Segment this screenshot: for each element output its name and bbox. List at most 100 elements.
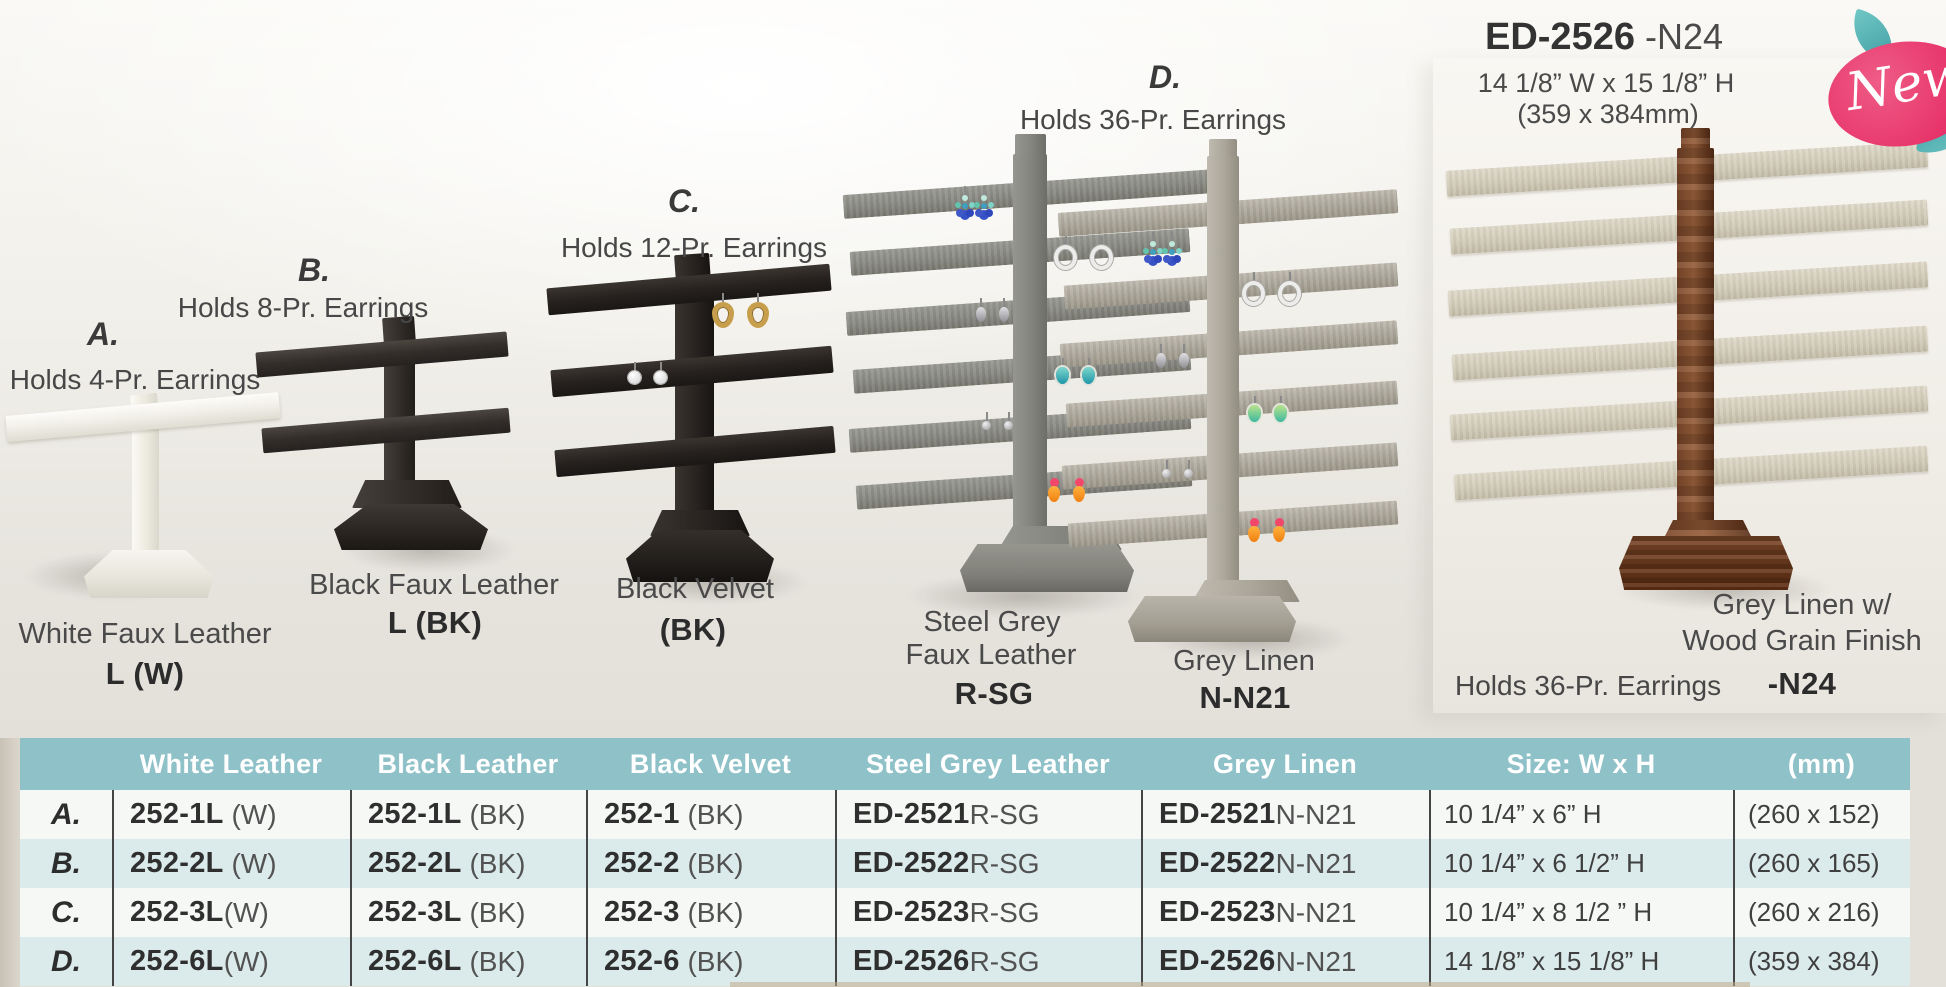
stand-c-post <box>675 278 714 523</box>
item-d-letter: D. <box>1149 59 1181 95</box>
stand-d-post <box>1013 154 1047 546</box>
header-mm: (mm) <box>1787 748 1856 779</box>
cell-size: 10 1/4” x 6” H <box>1429 790 1733 839</box>
earring <box>1156 344 1166 368</box>
earring <box>981 186 987 221</box>
earring-pair-teal-chandelier <box>962 186 987 221</box>
stand-linen-base <box>1128 596 1296 642</box>
earring <box>1273 518 1285 542</box>
new-badge: New <box>1818 8 1946 161</box>
table-row-d: D. 252-6L (W) 252-6L (BK) 252-6 (BK) ED-2… <box>20 937 1910 986</box>
header-blank <box>20 738 112 790</box>
table-row-a: A. 252-1L (W) 252-1L (BK) 252-1 (BK) ED-… <box>20 790 1910 839</box>
earring-pair-orange-drops <box>1248 518 1285 542</box>
earring <box>1073 478 1085 502</box>
product-table: White Leather Black Leather Black Velvet… <box>20 738 1910 986</box>
stand-a-post <box>132 418 159 568</box>
hero-product-variant: -N24 <box>1634 16 1724 57</box>
earring-pair-teal-drops <box>1056 358 1095 384</box>
earring <box>1169 232 1175 267</box>
header-black-leather: Black Leather <box>377 748 559 779</box>
caption-n24-code: -N24 <box>1767 666 1837 701</box>
stand-b-base <box>334 504 488 550</box>
cell-black-velvet: 252-2 (BK) <box>586 839 835 888</box>
header-white-leather: White Leather <box>139 748 323 779</box>
page-bottom-edge <box>730 982 1750 987</box>
earring <box>712 293 734 328</box>
cell-steel-grey: ED-2526 R-SG <box>835 937 1141 986</box>
item-a-capacity: Holds 4-Pr. Earrings <box>9 364 261 395</box>
caption-n24-name-1: Grey Linen w/ <box>1712 589 1892 621</box>
cell-black-velvet: 252-3 (BK) <box>586 888 835 937</box>
item-c-letter: C. <box>668 183 700 219</box>
caption-n24-capacity: Holds 36-Pr. Earrings <box>1455 670 1722 701</box>
earring <box>976 298 986 322</box>
cell-white-leather: 252-1L (W) <box>112 790 350 839</box>
caption-steel-code: R-SG <box>954 676 1034 711</box>
stand-n24-post <box>1677 148 1714 530</box>
cell-mm: (260 x 165) <box>1733 839 1910 888</box>
cell-black-leather: 252-3L (BK) <box>350 888 586 937</box>
header-steel-grey-leather: Steel Grey Leather <box>865 748 1110 779</box>
cell-mm: (260 x 216) <box>1733 888 1910 937</box>
cell-black-leather: 252-1L (BK) <box>350 790 586 839</box>
stand-linen-post-top <box>1209 139 1237 161</box>
header-black-velvet: Black Velvet <box>629 748 792 779</box>
cell-white-leather: 252-3L (W) <box>112 888 350 937</box>
cell-black-velvet: 252-1 (BK) <box>586 790 835 839</box>
hero-product-code: ED-2526 <box>1484 16 1635 58</box>
cell-black-leather: 252-6L (BK) <box>350 937 586 986</box>
caption-black-name: Black Faux Leather <box>309 569 559 601</box>
row-letter: C. <box>51 895 81 929</box>
earring <box>999 298 1009 322</box>
item-d-capacity: Holds 36-Pr. Earrings <box>1019 104 1287 135</box>
stand-n24-base <box>1619 536 1793 590</box>
earring-pair-teal-chandelier <box>1150 232 1175 267</box>
earring <box>1248 396 1261 422</box>
caption-velvet-name: Black Velvet <box>616 573 774 605</box>
earring <box>1278 272 1301 306</box>
cell-size: 14 1/8” x 15 1/8” H <box>1429 937 1733 986</box>
stand-a-base <box>84 550 214 598</box>
table-row-b: B. 252-2L (W) 252-2L (BK) 252-2 (BK) ED-… <box>20 839 1910 888</box>
earring-pair-crystal-studs <box>628 362 667 384</box>
cell-mm: (359 x 384) <box>1733 937 1910 986</box>
earring-pair-silver-drops <box>1156 344 1189 368</box>
cell-grey-linen: ED-2523 N-N21 <box>1141 888 1429 937</box>
row-letter: A. <box>51 797 81 831</box>
earring <box>1242 272 1265 306</box>
earring <box>1274 396 1287 422</box>
stand-linen-post <box>1207 156 1239 588</box>
caption-steel-name-1: Steel Grey <box>923 606 1061 638</box>
earring <box>1090 236 1113 270</box>
item-b-capacity: Holds 8-Pr. Earrings <box>177 292 429 323</box>
earring <box>654 362 667 384</box>
cell-grey-linen: ED-2521 N-N21 <box>1141 790 1429 839</box>
earring-pair-silver-studs <box>1162 460 1193 478</box>
cell-steel-grey: ED-2521 R-SG <box>835 790 1141 839</box>
earring <box>1054 236 1077 270</box>
earring <box>1162 460 1171 478</box>
stand-d-base <box>960 544 1134 592</box>
earring <box>1048 478 1060 502</box>
cell-black-leather: 252-2L (BK) <box>350 839 586 888</box>
item-b-letter: B. <box>298 252 330 288</box>
earring-pair-silver-studs <box>982 412 1013 430</box>
product-photo-area: A. Holds 4-Pr. Earrings B. Holds 8-Pr. E… <box>0 0 1946 738</box>
earring <box>1056 358 1069 384</box>
earring <box>747 293 769 328</box>
stand-b-base-neck <box>352 480 462 508</box>
earring <box>1184 460 1193 478</box>
cell-size: 10 1/4” x 6 1/2” H <box>1429 839 1733 888</box>
earring <box>628 362 641 384</box>
header-grey-linen: Grey Linen <box>1212 748 1358 779</box>
cell-grey-linen: ED-2522 N-N21 <box>1141 839 1429 888</box>
cell-steel-grey: ED-2522 R-SG <box>835 839 1141 888</box>
cell-steel-grey: ED-2523 R-SG <box>835 888 1141 937</box>
hero-size: 14 1/8” W x 15 1/8” H <box>1477 68 1735 98</box>
table-header-row: White Leather Black Leather Black Velvet… <box>20 738 1910 790</box>
hero-product-title: ED-2526 -N24 <box>1485 16 1723 60</box>
table-row-c: C. 252-3L (W) 252-3L (BK) 252-3 (BK) ED-2… <box>20 888 1910 937</box>
earring <box>982 412 991 430</box>
earring-pair-green-drops <box>1248 396 1287 422</box>
